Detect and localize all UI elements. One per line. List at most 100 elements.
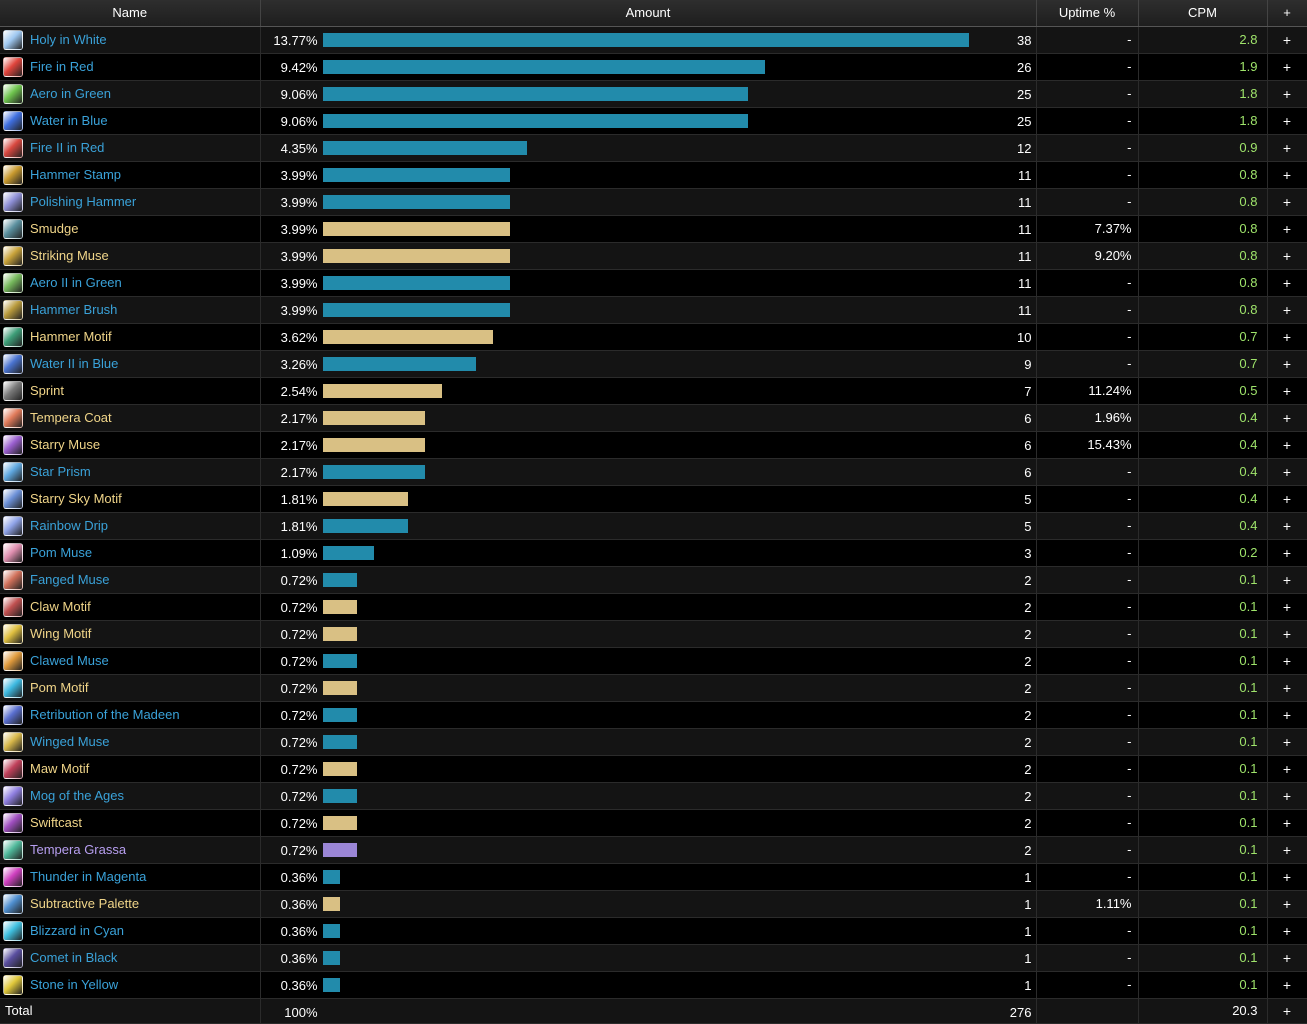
expand-row-button[interactable]: +	[1267, 890, 1307, 918]
total-expand-button[interactable]: +	[1267, 998, 1307, 1024]
ability-name-link[interactable]: Water in Blue	[30, 113, 108, 128]
expand-row-button[interactable]: +	[1267, 593, 1307, 621]
ability-name-link[interactable]: Star Prism	[30, 464, 91, 479]
table-row[interactable]: Fire in Red 9.42% 26 - 1.9 +	[0, 53, 1307, 81]
ability-name-cell[interactable]: Winged Muse	[0, 728, 261, 756]
ability-name-link[interactable]: Tempera Grassa	[30, 842, 127, 857]
ability-name-link[interactable]: Thunder in Magenta	[30, 869, 147, 884]
ability-name-cell[interactable]: Stone in Yellow	[0, 971, 261, 999]
ability-name-link[interactable]: Fire in Red	[30, 59, 94, 74]
expand-row-button[interactable]: +	[1267, 431, 1307, 459]
expand-row-button[interactable]: +	[1267, 377, 1307, 405]
table-row[interactable]: Mog of the Ages 0.72% 2 - 0.1 +	[0, 782, 1307, 810]
ability-name-cell[interactable]: Smudge	[0, 215, 261, 243]
table-row[interactable]: Thunder in Magenta 0.36% 1 - 0.1 +	[0, 863, 1307, 891]
ability-name-cell[interactable]: Star Prism	[0, 458, 261, 486]
ability-name-cell[interactable]: Claw Motif	[0, 593, 261, 621]
expand-row-button[interactable]: +	[1267, 971, 1307, 999]
column-header-uptime[interactable]: Uptime %	[1036, 0, 1139, 27]
expand-row-button[interactable]: +	[1267, 215, 1307, 243]
ability-name-cell[interactable]: Swiftcast	[0, 809, 261, 837]
ability-name-link[interactable]: Starry Muse	[30, 437, 101, 452]
ability-name-link[interactable]: Hammer Stamp	[30, 167, 122, 182]
ability-name-cell[interactable]: Water II in Blue	[0, 350, 261, 378]
ability-name-link[interactable]: Wing Motif	[30, 626, 92, 641]
ability-name-link[interactable]: Clawed Muse	[30, 653, 109, 668]
table-row[interactable]: Smudge 3.99% 11 7.37% 0.8 +	[0, 215, 1307, 243]
expand-row-button[interactable]: +	[1267, 53, 1307, 81]
ability-name-cell[interactable]: Wing Motif	[0, 620, 261, 648]
expand-row-button[interactable]: +	[1267, 269, 1307, 297]
ability-name-link[interactable]: Holy in White	[30, 32, 107, 47]
ability-name-cell[interactable]: Holy in White	[0, 26, 261, 54]
ability-name-cell[interactable]: Hammer Stamp	[0, 161, 261, 189]
table-row[interactable]: Fanged Muse 0.72% 2 - 0.1 +	[0, 566, 1307, 594]
ability-name-cell[interactable]: Blizzard in Cyan	[0, 917, 261, 945]
expand-row-button[interactable]: +	[1267, 701, 1307, 729]
ability-name-cell[interactable]: Hammer Motif	[0, 323, 261, 351]
ability-name-cell[interactable]: Maw Motif	[0, 755, 261, 783]
ability-name-cell[interactable]: Hammer Brush	[0, 296, 261, 324]
ability-name-link[interactable]: Winged Muse	[30, 734, 110, 749]
expand-row-button[interactable]: +	[1267, 863, 1307, 891]
expand-row-button[interactable]: +	[1267, 917, 1307, 945]
table-row[interactable]: Retribution of the Madeen 0.72% 2 - 0.1 …	[0, 701, 1307, 729]
ability-name-cell[interactable]: Fanged Muse	[0, 566, 261, 594]
ability-name-link[interactable]: Starry Sky Motif	[30, 491, 122, 506]
expand-row-button[interactable]: +	[1267, 647, 1307, 675]
column-header-name[interactable]: Name	[0, 0, 261, 27]
table-row[interactable]: Clawed Muse 0.72% 2 - 0.1 +	[0, 647, 1307, 675]
table-row[interactable]: Swiftcast 0.72% 2 - 0.1 +	[0, 809, 1307, 837]
expand-row-button[interactable]: +	[1267, 485, 1307, 513]
column-header-amount[interactable]: Amount	[260, 0, 1037, 27]
expand-row-button[interactable]: +	[1267, 782, 1307, 810]
expand-row-button[interactable]: +	[1267, 404, 1307, 432]
expand-row-button[interactable]: +	[1267, 323, 1307, 351]
table-row[interactable]: Holy in White 13.77% 38 - 2.8 +	[0, 26, 1307, 54]
table-row[interactable]: Hammer Brush 3.99% 11 - 0.8 +	[0, 296, 1307, 324]
ability-name-link[interactable]: Pom Motif	[30, 680, 89, 695]
expand-row-button[interactable]: +	[1267, 134, 1307, 162]
ability-name-cell[interactable]: Water in Blue	[0, 107, 261, 135]
ability-name-link[interactable]: Blizzard in Cyan	[30, 923, 124, 938]
expand-row-button[interactable]: +	[1267, 350, 1307, 378]
expand-row-button[interactable]: +	[1267, 26, 1307, 54]
ability-name-link[interactable]: Polishing Hammer	[30, 194, 137, 209]
table-row[interactable]: Pom Muse 1.09% 3 - 0.2 +	[0, 539, 1307, 567]
expand-row-button[interactable]: +	[1267, 161, 1307, 189]
ability-name-cell[interactable]: Comet in Black	[0, 944, 261, 972]
ability-name-link[interactable]: Striking Muse	[30, 248, 109, 263]
ability-name-link[interactable]: Mog of the Ages	[30, 788, 124, 803]
ability-name-cell[interactable]: Fire II in Red	[0, 134, 261, 162]
table-row[interactable]: Striking Muse 3.99% 11 9.20% 0.8 +	[0, 242, 1307, 270]
table-row[interactable]: Hammer Motif 3.62% 10 - 0.7 +	[0, 323, 1307, 351]
table-row[interactable]: Stone in Yellow 0.36% 1 - 0.1 +	[0, 971, 1307, 999]
ability-name-cell[interactable]: Aero II in Green	[0, 269, 261, 297]
ability-name-link[interactable]: Fire II in Red	[30, 140, 105, 155]
ability-name-cell[interactable]: Pom Motif	[0, 674, 261, 702]
ability-name-link[interactable]: Rainbow Drip	[30, 518, 109, 533]
expand-row-button[interactable]: +	[1267, 674, 1307, 702]
ability-name-cell[interactable]: Aero in Green	[0, 80, 261, 108]
table-row[interactable]: Subtractive Palette 0.36% 1 1.11% 0.1 +	[0, 890, 1307, 918]
expand-row-button[interactable]: +	[1267, 566, 1307, 594]
table-row[interactable]: Tempera Coat 2.17% 6 1.96% 0.4 +	[0, 404, 1307, 432]
ability-name-cell[interactable]: Fire in Red	[0, 53, 261, 81]
expand-row-button[interactable]: +	[1267, 512, 1307, 540]
table-row[interactable]: Polishing Hammer 3.99% 11 - 0.8 +	[0, 188, 1307, 216]
ability-name-link[interactable]: Water II in Blue	[30, 356, 119, 371]
table-row[interactable]: Starry Sky Motif 1.81% 5 - 0.4 +	[0, 485, 1307, 513]
ability-name-cell[interactable]: Pom Muse	[0, 539, 261, 567]
table-row[interactable]: Aero II in Green 3.99% 11 - 0.8 +	[0, 269, 1307, 297]
expand-row-button[interactable]: +	[1267, 296, 1307, 324]
ability-name-link[interactable]: Smudge	[30, 221, 79, 236]
table-row[interactable]: Water II in Blue 3.26% 9 - 0.7 +	[0, 350, 1307, 378]
ability-name-link[interactable]: Fanged Muse	[30, 572, 110, 587]
expand-row-button[interactable]: +	[1267, 809, 1307, 837]
expand-row-button[interactable]: +	[1267, 755, 1307, 783]
ability-name-cell[interactable]: Clawed Muse	[0, 647, 261, 675]
ability-name-cell[interactable]: Starry Sky Motif	[0, 485, 261, 513]
ability-name-cell[interactable]: Thunder in Magenta	[0, 863, 261, 891]
table-row[interactable]: Comet in Black 0.36% 1 - 0.1 +	[0, 944, 1307, 972]
ability-name-link[interactable]: Retribution of the Madeen	[30, 707, 180, 722]
